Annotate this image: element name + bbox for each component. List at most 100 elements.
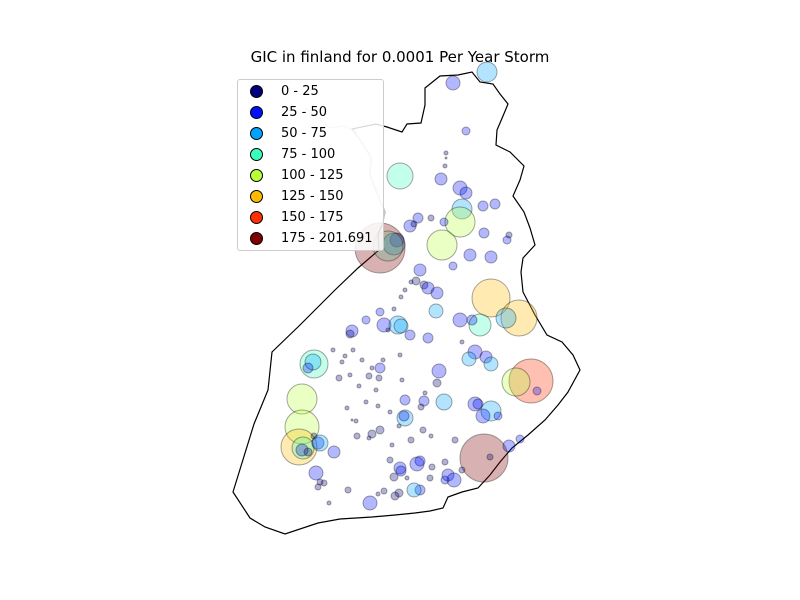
gic-bubble (399, 394, 411, 406)
gic-bubble (417, 403, 425, 411)
gic-bubble (394, 488, 404, 498)
legend-label: 100 - 125 (281, 167, 344, 183)
gic-bubble (389, 232, 405, 248)
gic-bubble (426, 229, 458, 261)
gic-bubble (515, 434, 525, 444)
gic-bubble (483, 356, 499, 372)
legend-item: 0 - 25 (250, 81, 319, 101)
gic-bubble (467, 396, 483, 412)
gic-bubble (427, 214, 435, 222)
legend-item: 50 - 75 (250, 123, 327, 143)
gic-bubble (391, 306, 397, 312)
gic-bubble (374, 362, 386, 374)
gic-bubble (373, 387, 379, 393)
gic-bubble (398, 294, 404, 300)
gic-bubble (452, 312, 468, 328)
gic-bubble (452, 180, 468, 196)
gic-bubble (344, 405, 350, 411)
legend-label: 25 - 50 (281, 104, 328, 120)
gic-bubble (444, 206, 476, 238)
gic-bubble (414, 455, 426, 467)
legend-swatch (250, 126, 263, 140)
gic-bubble (311, 436, 325, 450)
legend-swatch (250, 231, 263, 245)
gic-bubble (375, 403, 381, 409)
gic-bubble (472, 398, 484, 410)
gic-bubble (366, 435, 372, 441)
gic-bubble (428, 463, 436, 471)
gic-bubble (399, 377, 405, 383)
gic-bubble (441, 468, 455, 482)
gic-bubble (479, 350, 493, 364)
legend-label: 125 - 150 (281, 188, 344, 204)
gic-bubble (344, 486, 352, 494)
gic-bubble (421, 281, 435, 295)
gic-bubble (385, 327, 391, 333)
gic-bubble (501, 367, 531, 397)
gic-bubble (459, 433, 509, 483)
gic-bubble (440, 475, 450, 485)
gic-bubble (448, 261, 458, 271)
gic-bubble (459, 186, 473, 200)
gic-bubble (431, 363, 447, 379)
gic-bubble (466, 314, 478, 326)
gic-bubble (439, 217, 449, 227)
gic-bubble (409, 456, 425, 472)
gic-bubble (303, 447, 313, 457)
gic-bubble (345, 329, 355, 339)
gic-bubble (463, 248, 477, 262)
gic-bubble (361, 315, 371, 325)
gic-bubble (353, 418, 359, 424)
gic-bubble (280, 428, 318, 466)
gic-bubble (426, 474, 434, 482)
legend-item: 150 - 175 (250, 207, 344, 227)
gic-bubble (505, 231, 513, 239)
gic-bubble (389, 442, 395, 448)
gic-bubble (489, 198, 501, 210)
gic-bubble (493, 411, 503, 421)
gic-bubble (419, 280, 429, 290)
gic-bubble (393, 461, 407, 475)
gic-bubble (286, 383, 318, 415)
gic-bubble (410, 220, 418, 228)
gic-bubble (284, 409, 320, 445)
gic-bubble (335, 374, 343, 382)
gic-bubble (432, 378, 442, 388)
gic-bubble (407, 436, 415, 444)
gic-bubble (459, 339, 465, 345)
gic-bubble (422, 332, 434, 344)
legend-label: 150 - 175 (281, 209, 344, 225)
gic-bubble (428, 303, 444, 319)
legend-item: 175 - 201.691 (250, 228, 373, 248)
gic-bubble (375, 425, 385, 435)
gic-bubble (339, 359, 345, 365)
gic-bubble (502, 235, 512, 245)
gic-bubble (326, 500, 332, 506)
gic-bubble (444, 156, 448, 160)
gic-bubble (435, 393, 453, 411)
gic-bubble (467, 344, 483, 360)
gic-bubble (477, 200, 489, 212)
gic-bubble (532, 386, 542, 396)
gic-bubble (359, 357, 365, 363)
gic-bubble (316, 478, 324, 486)
gic-bubble (380, 487, 388, 495)
gic-bubble (299, 349, 329, 379)
gic-bubble (330, 347, 336, 353)
gic-bubble (475, 408, 491, 424)
gic-bubble (495, 307, 517, 329)
gic-bubble (461, 351, 477, 367)
gic-bubble (302, 362, 314, 374)
gic-bubble (500, 299, 538, 337)
gic-bubble (441, 458, 449, 466)
gic-bubble (445, 75, 461, 91)
gic-bubble (502, 439, 516, 453)
gic-bubble (320, 479, 328, 487)
gic-bubble (347, 372, 353, 378)
gic-bubble (403, 219, 417, 233)
gic-bubble (369, 365, 375, 371)
legend-label: 50 - 75 (281, 125, 328, 141)
gic-bubble (451, 436, 459, 444)
gic-bubble (408, 279, 414, 285)
